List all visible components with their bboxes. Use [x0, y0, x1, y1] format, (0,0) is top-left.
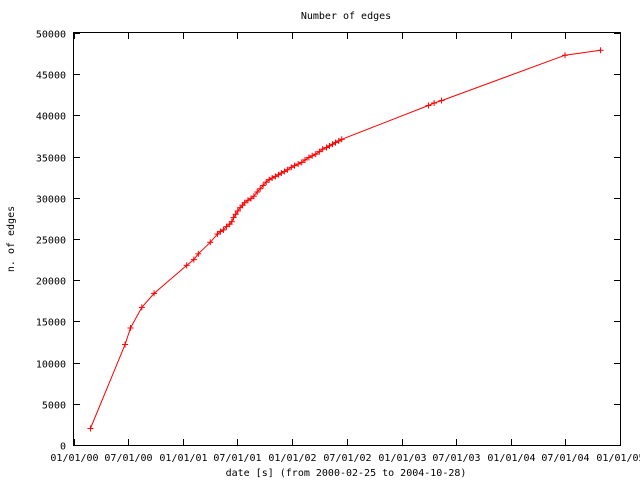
- data-point: [295, 161, 302, 168]
- x-tick-label: 01/01/01: [159, 453, 207, 464]
- data-point: [257, 185, 264, 192]
- data-point: [597, 47, 604, 54]
- series-points: [87, 47, 604, 432]
- x-tick-label: 07/01/00: [104, 453, 152, 464]
- data-point: [562, 52, 569, 59]
- data-point: [230, 214, 237, 221]
- x-axis-label: date [s] (from 2000-02-25 to 2004-10-28): [226, 468, 467, 479]
- y-tick-label: 15000: [36, 318, 66, 329]
- data-point: [431, 100, 438, 107]
- data-point: [438, 97, 445, 104]
- y-tick-label: 30000: [36, 195, 66, 206]
- y-axis-ticks: 0 5000 10000 15000 20000 25000 30000 35000 40000…: [36, 30, 620, 453]
- data-point: [302, 156, 309, 163]
- y-tick-label: 20000: [36, 277, 66, 288]
- data-point: [312, 151, 319, 158]
- data-point: [338, 136, 345, 143]
- data-point: [298, 159, 305, 166]
- data-point: [234, 207, 241, 214]
- y-tick-label: 50000: [36, 30, 66, 41]
- data-point: [425, 102, 432, 109]
- x-tick-label: 07/01/03: [432, 453, 480, 464]
- y-tick-label: 5000: [42, 401, 66, 412]
- y-tick-label: 10000: [36, 360, 66, 371]
- data-point: [332, 139, 339, 146]
- x-tick-label: 07/01/04: [541, 453, 589, 464]
- data-point: [228, 218, 235, 225]
- x-tick-label: 07/01/02: [323, 453, 371, 464]
- x-axis-ticks: 01/01/00 07/01/00 01/01/01 07/01/01 01/01/02…: [50, 33, 640, 464]
- data-point: [232, 211, 239, 218]
- data-point: [122, 341, 129, 348]
- data-point: [284, 166, 291, 173]
- series-line: [89, 49, 601, 429]
- x-tick-label: 01/01/05: [596, 453, 640, 464]
- data-point: [269, 175, 276, 182]
- data-point: [316, 148, 323, 155]
- x-tick-label: 01/01/02: [268, 453, 316, 464]
- data-point: [138, 304, 145, 311]
- chart-title: Number of edges: [301, 11, 391, 22]
- data-point: [87, 425, 94, 432]
- y-tick-label: 35000: [36, 154, 66, 165]
- y-tick-label: 25000: [36, 236, 66, 247]
- data-point: [254, 189, 261, 196]
- y-tick-label: 45000: [36, 71, 66, 82]
- data-point: [220, 226, 227, 233]
- data-point: [195, 250, 202, 257]
- data-point: [151, 290, 158, 297]
- y-tick-label: 40000: [36, 112, 66, 123]
- y-tick-label: 0: [60, 442, 66, 453]
- data-point: [207, 239, 214, 246]
- x-tick-label: 07/01/01: [213, 453, 261, 464]
- data-point: [250, 193, 257, 200]
- y-axis-label: n. of edges: [6, 206, 17, 272]
- data-point: [309, 152, 316, 159]
- data-point: [260, 182, 267, 189]
- data-point: [127, 324, 134, 331]
- data-point: [319, 146, 326, 153]
- data-point: [305, 154, 312, 161]
- plot-frame: [73, 32, 621, 446]
- data-point: [183, 262, 190, 269]
- x-tick-label: 01/01/04: [487, 453, 535, 464]
- x-tick-label: 01/01/03: [378, 453, 426, 464]
- data-point: [190, 256, 197, 263]
- data-point: [291, 162, 298, 169]
- data-point: [241, 199, 248, 206]
- data-point: [223, 223, 230, 230]
- x-tick-label: 01/01/00: [50, 453, 98, 464]
- data-point: [288, 164, 295, 171]
